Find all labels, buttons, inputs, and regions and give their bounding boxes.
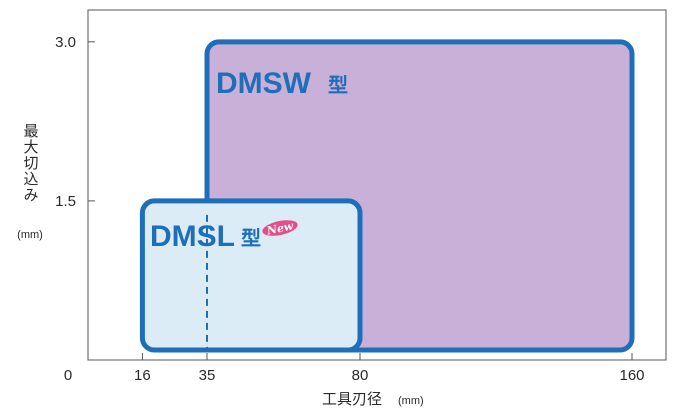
- new-badge-shape: [262, 220, 298, 236]
- x-axis-title: 工具刃径 (mm): [322, 391, 424, 408]
- x-axis-unit: (mm): [398, 395, 424, 407]
- x-tick-label: 80: [352, 367, 369, 384]
- y-axis-ticks: 1.5 3.0: [55, 34, 95, 210]
- x-tick-label: 160: [619, 367, 644, 384]
- series-name-dmsl: DMSL: [150, 220, 235, 253]
- series-label-dmsl: DMSL 型 New: [150, 219, 298, 253]
- x-axis-ticks: 0 16 35 80 160: [64, 353, 645, 384]
- y-tick-label: 1.5: [55, 193, 76, 210]
- series-suffix-dmsl: 型: [241, 226, 261, 250]
- y-axis-unit: (mm): [17, 229, 43, 241]
- series-name-dmsw: DMSW: [216, 67, 312, 100]
- series-suffix-dmsw: 型: [328, 73, 348, 97]
- y-axis-title: 最大切込み (mm): [17, 123, 43, 241]
- plot-frame: [87, 9, 667, 361]
- x-axis-label: 工具刃径: [322, 391, 382, 408]
- new-badge-label: New: [265, 219, 295, 238]
- x-tick-label: 0: [64, 367, 72, 384]
- y-tick-label: 3.0: [55, 34, 76, 51]
- series-area-dmsl: [139, 198, 363, 353]
- series-layer: [139, 39, 635, 353]
- series-label-dmsw: DMSW 型: [216, 67, 348, 100]
- x-tick-label: 35: [199, 367, 216, 384]
- new-badge: New: [262, 219, 298, 238]
- x-tick-label: 16: [134, 367, 151, 384]
- y-axis-label: 最大切込み: [22, 123, 39, 203]
